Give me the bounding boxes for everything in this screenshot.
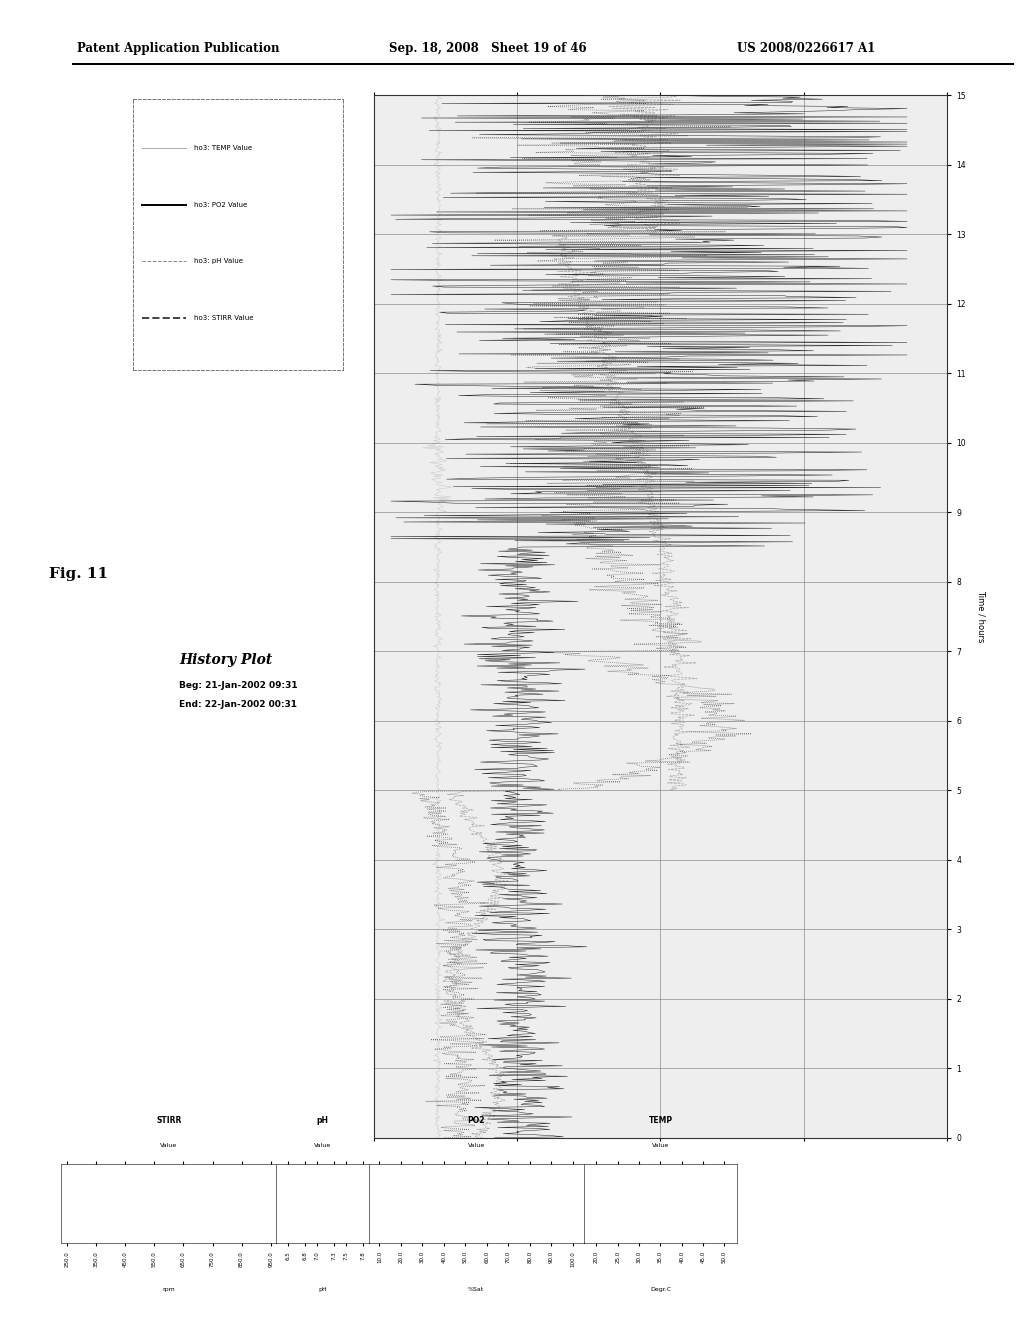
Text: rpm: rpm — [163, 1287, 175, 1292]
Text: US 2008/0226617 A1: US 2008/0226617 A1 — [737, 42, 876, 55]
Text: PO2: PO2 — [467, 1115, 485, 1125]
Text: ho3: PO2 Value: ho3: PO2 Value — [194, 202, 247, 207]
Text: Value: Value — [652, 1143, 669, 1148]
Text: Sep. 18, 2008   Sheet 19 of 46: Sep. 18, 2008 Sheet 19 of 46 — [389, 42, 587, 55]
Text: Value: Value — [161, 1143, 177, 1148]
Text: ho3: TEMP Value: ho3: TEMP Value — [194, 145, 252, 150]
Text: End: 22-Jan-2002 00:31: End: 22-Jan-2002 00:31 — [179, 700, 297, 709]
Text: Value: Value — [314, 1143, 331, 1148]
Text: Fig. 11: Fig. 11 — [49, 568, 109, 581]
Text: Degr.C: Degr.C — [650, 1287, 671, 1292]
Text: STIRR: STIRR — [157, 1115, 181, 1125]
Text: TEMP: TEMP — [648, 1115, 673, 1125]
Text: ho3: pH Value: ho3: pH Value — [194, 259, 243, 264]
Text: pH: pH — [316, 1115, 329, 1125]
Y-axis label: Time / hours: Time / hours — [976, 590, 985, 643]
Text: Beg: 21-Jan-2002 09:31: Beg: 21-Jan-2002 09:31 — [179, 681, 298, 690]
Text: ho3: STIRR Value: ho3: STIRR Value — [194, 315, 254, 321]
Text: Value: Value — [468, 1143, 484, 1148]
Text: Patent Application Publication: Patent Application Publication — [77, 42, 280, 55]
Text: History Plot: History Plot — [179, 653, 272, 668]
Text: %Sat: %Sat — [468, 1287, 484, 1292]
Text: pH: pH — [318, 1287, 327, 1292]
